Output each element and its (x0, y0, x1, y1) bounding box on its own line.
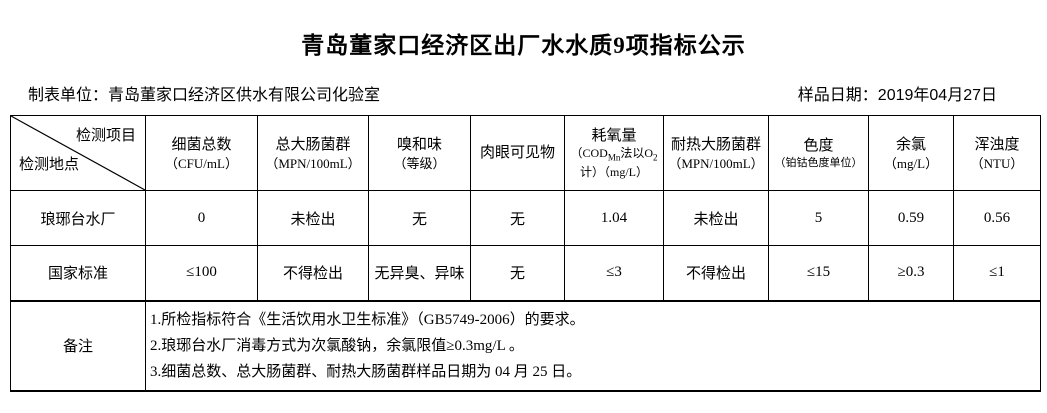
col-header-name: 耐热大肠菌群 (670, 136, 761, 153)
remarks-content: 1.所检指标符合《生活饮用水卫生标准》（GB5749-2006）的要求。 2.琅… (145, 299, 1041, 391)
table-cell: 5 (768, 190, 869, 246)
col-header-unit: （MPN/100mL） (668, 155, 764, 171)
col-header-unit: （铂钴色度单位） (774, 156, 863, 169)
col-header-visible-matter: 肉眼可见物 (470, 115, 565, 191)
meta-row: 制表单位：青岛董家口经济区供水有限公司化验室 样品日期：2019年04月27日 (28, 81, 997, 105)
col-header-thermotolerant-coliform: 耐热大肠菌群 （MPN/100mL） (663, 115, 769, 191)
page-title: 青岛董家口经济区出厂水水质9项指标公示 (301, 33, 746, 58)
table-cell: 0.56 (953, 190, 1041, 246)
prepared-by-label: 制表单位：青岛董家口经济区供水有限公司化验室 (28, 87, 381, 104)
col-header-name: 色度 (803, 137, 834, 154)
table-cell: ≥0.3 (868, 245, 954, 301)
col-header-unit: （MPN/100mL） (265, 155, 361, 171)
col-header-name: 嗅和味 (396, 136, 442, 153)
table-cell: ≤3 (564, 245, 664, 301)
remark-line-2: 2.琅琊台水厂消毒方式为次氯酸钠，余氯限值≥0.3mg/L 。 (150, 337, 524, 354)
col-header-bacteria-count: 细菌总数 （CFU/mL） (145, 115, 258, 191)
table-cell: 无 (368, 190, 471, 246)
col-header-unit: （CFU/mL） (165, 155, 238, 171)
col-header-unit: （NTU） (970, 155, 1024, 171)
table-cell: ≤1 (953, 245, 1041, 301)
diagonal-line (11, 116, 145, 190)
col-header-total-coliform: 总大肠菌群 （MPN/100mL） (257, 115, 369, 191)
table-cell: 不得检出 (663, 245, 769, 301)
col-header-name: 肉眼可见物 (479, 145, 555, 161)
col-header-turbidity: 浑浊度 （NTU） (953, 115, 1041, 191)
col-header-unit: （等级） (393, 155, 446, 171)
table-cell: 无 (470, 245, 565, 301)
table-cell: 未检出 (663, 190, 769, 246)
table-cell: 未检出 (257, 190, 369, 246)
table-row-langyatai-plant: 琅琊台水厂 0 未检出 无 无 1.04 未检出 5 0.59 0.56 (10, 190, 1041, 246)
corner-cell: 检测项目 检测地点 (10, 115, 146, 191)
col-header-unit: （CODMn法以O2计）（mg/L） (570, 145, 658, 180)
col-header-name: 细菌总数 (171, 136, 232, 153)
corner-label-item: 检测项目 (75, 128, 136, 144)
table-cell: 1.04 (564, 190, 664, 246)
col-header-name: 浑浊度 (974, 136, 1020, 153)
remark-line-1: 1.所检指标符合《生活饮用水卫生标准》（GB5749-2006）的要求。 (150, 311, 585, 328)
row-label-national-standard: 国家标准 (10, 245, 146, 301)
table-header-row: 检测项目 检测地点 细菌总数 （CFU/mL） 总大肠菌群 （MPN/100mL… (10, 115, 1041, 191)
remark-line-3: 3.细菌总数、总大肠菌群、耐热大肠菌群样品日期为 04 月 25 日。 (150, 363, 582, 380)
col-header-unit: （mg/L） (883, 155, 939, 171)
sample-date-label: 样品日期：2019年04月27日 (797, 87, 997, 104)
col-header-cod: 耗氧量 （CODMn法以O2计）（mg/L） (564, 115, 664, 191)
col-header-name: 总大肠菌群 (275, 136, 351, 153)
table-cell: ≤15 (768, 245, 869, 301)
table-cell: 0 (145, 190, 258, 246)
corner-label-site: 检测地点 (19, 157, 80, 173)
col-header-chroma: 色度 （铂钴色度单位） (768, 115, 869, 191)
table-cell: 无异臭、异味 (368, 245, 471, 301)
col-header-name: 耗氧量 (591, 127, 637, 144)
col-header-name: 余氯 (895, 136, 926, 153)
remarks-label: 备注 (10, 299, 146, 391)
table-cell: 0.59 (868, 190, 954, 246)
col-header-odor-taste: 嗅和味 （等级） (368, 115, 471, 191)
table-cell: ≤100 (145, 245, 258, 301)
water-quality-table: 检测项目 检测地点 细菌总数 （CFU/mL） 总大肠菌群 （MPN/100mL… (10, 115, 1041, 392)
table-row-national-standard: 国家标准 ≤100 不得检出 无异臭、异味 无 ≤3 不得检出 ≤15 ≥0.3… (10, 245, 1041, 301)
col-header-residual-chlorine: 余氯 （mg/L） (868, 115, 954, 191)
table-cell: 无 (470, 190, 565, 246)
table-row-remarks: 备注 1.所检指标符合《生活饮用水卫生标准》（GB5749-2006）的要求。 … (10, 299, 1041, 391)
row-label-langyatai-plant: 琅琊台水厂 (10, 190, 146, 246)
table-cell: 不得检出 (257, 245, 369, 301)
